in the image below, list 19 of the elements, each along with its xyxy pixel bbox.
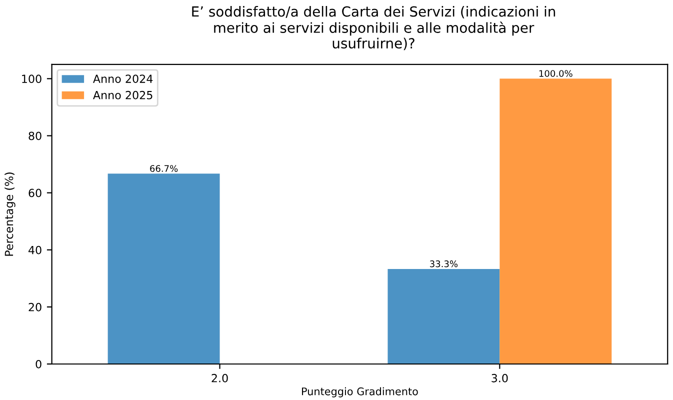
data-label: 66.7% bbox=[150, 165, 178, 172]
y-tick-label: 80 bbox=[28, 132, 42, 140]
bar bbox=[388, 268, 500, 364]
y-tick-label: 40 bbox=[28, 246, 42, 254]
y-tick-label: 100 bbox=[22, 74, 42, 84]
chart-title: E’ soddisfatto/a della Carta dei Servizi (indicazioni in merito ai servizi disponibili e alle modalità per usufruirne)? bbox=[192, 6, 556, 50]
bar bbox=[500, 78, 612, 364]
legend-label: Anno 2025 bbox=[93, 90, 152, 100]
y-axis-title: Percentage (%) bbox=[4, 172, 16, 256]
x-axis-title: Punteggio Gradimento bbox=[302, 387, 418, 398]
y-tick-label: 20 bbox=[28, 302, 42, 312]
data-label: 33.3% bbox=[430, 260, 458, 268]
x-tick-label: 3.0 bbox=[492, 374, 508, 382]
bar bbox=[108, 174, 220, 364]
x-tick-label: 2.0 bbox=[212, 374, 228, 382]
legend-label: Anno 2024 bbox=[93, 74, 153, 83]
y-tick-label: 0 bbox=[36, 360, 42, 368]
data-label: 100.0% bbox=[539, 70, 572, 77]
y-tick-label: 60 bbox=[28, 188, 42, 198]
